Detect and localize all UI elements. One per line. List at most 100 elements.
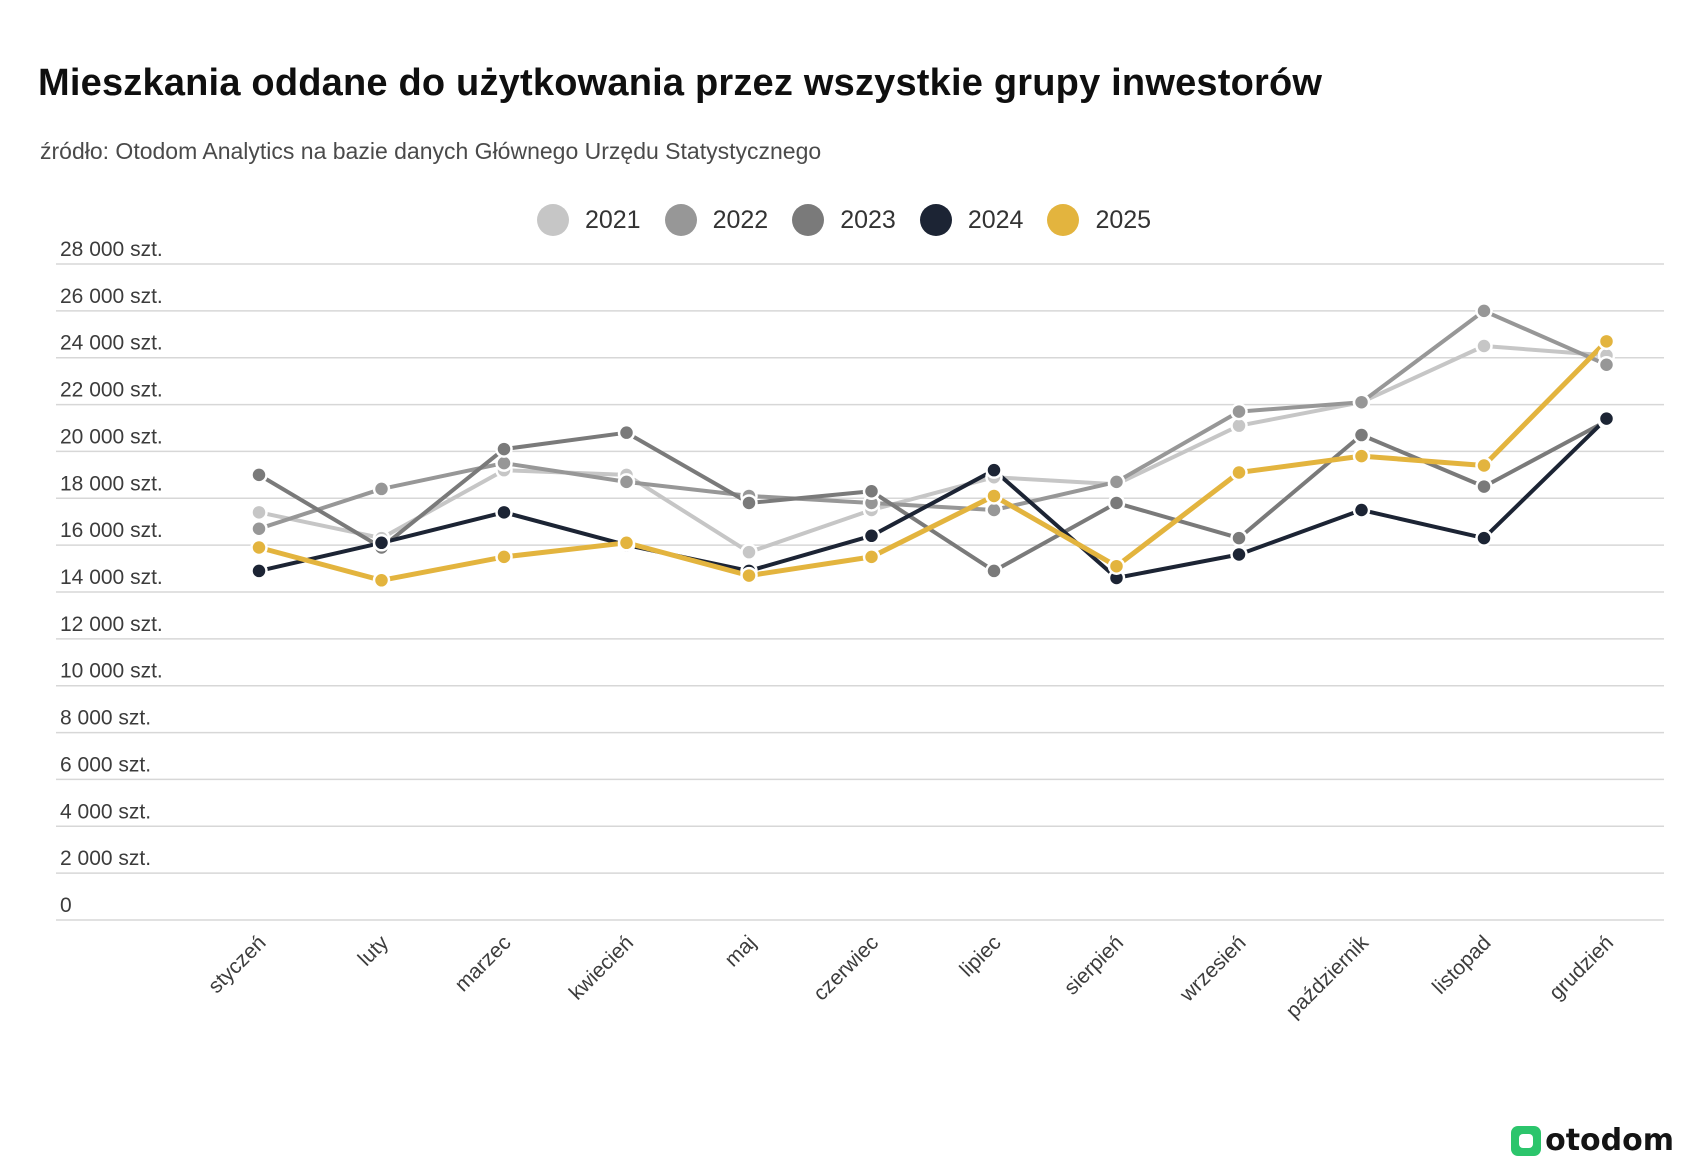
data-point-2025: [617, 534, 636, 552]
data-point-2025: [250, 538, 268, 557]
data-point-2022: [372, 480, 391, 498]
x-tick-label: marzec: [451, 931, 516, 996]
legend-swatch: [919, 204, 952, 236]
y-tick-label: 2 000 szt.: [60, 847, 151, 870]
data-point-2023: [1107, 494, 1126, 512]
series-line-2025: [256, 338, 1609, 583]
x-tick-label: wrzesień: [1175, 931, 1251, 1007]
gridlines: [56, 263, 1664, 921]
data-point-2021: [740, 543, 758, 561]
data-point-2021: [1230, 416, 1248, 435]
x-tick-label: maj: [720, 931, 760, 971]
data-point-2023: [740, 494, 758, 512]
data-point-2022: [1230, 402, 1248, 421]
x-tick-label: listopad: [1428, 931, 1495, 998]
data-point-2024: [250, 562, 268, 580]
legend-swatch: [536, 204, 569, 236]
logo-text: otodom: [1545, 1123, 1674, 1158]
legend-swatch: [1047, 204, 1080, 236]
y-tick-label: 0: [60, 894, 72, 917]
x-axis-ticks: styczeń luty marzec kwiecień maj czerwiec lipi…: [204, 931, 1618, 1023]
data-point-2023: [1475, 477, 1493, 496]
data-point-2022: [1597, 355, 1616, 374]
x-tick-label: kwiecień: [565, 931, 638, 1004]
data-point-2023: [985, 562, 1003, 580]
legend-label: 2024: [967, 205, 1024, 234]
y-tick-label: 14 000 szt.: [60, 566, 163, 589]
y-tick-label: 24 000 szt.: [60, 332, 163, 355]
x-tick-label: czerwiec: [809, 931, 883, 1005]
x-tick-label: luty: [354, 931, 394, 971]
data-point-2025: [740, 566, 758, 585]
series-lines: [256, 308, 1609, 583]
series-line-2024: [257, 416, 1609, 580]
legend-swatch: [664, 204, 697, 236]
data-point-2024: [372, 534, 391, 552]
data-point-2025: [372, 571, 391, 590]
otodom-logo-icon: [1511, 1125, 1542, 1156]
x-tick-label: styczeń: [204, 931, 271, 998]
x-tick-label: lipiec: [955, 931, 1005, 981]
legend-label: 2022: [712, 205, 769, 234]
x-tick-label: grudzień: [1545, 931, 1618, 1004]
data-point-2024: [1597, 409, 1616, 428]
legend-item-2023: 2023: [792, 204, 904, 236]
legend-item-2024: 2024: [919, 204, 1032, 236]
data-point-2023: [1230, 529, 1248, 547]
y-tick-label: 18 000 szt.: [60, 472, 163, 495]
data-point-2025: [495, 548, 513, 566]
data-point-2025: [1107, 557, 1126, 575]
data-point-2022: [985, 501, 1003, 519]
y-tick-label: 12 000 szt.: [60, 613, 163, 636]
data-point-2024: [495, 503, 513, 522]
y-tick-label: 26 000 szt.: [60, 285, 163, 308]
data-point-2021: [250, 503, 268, 522]
y-axis-ticks: 0 2 000 szt. 4 000 szt. 6 000 szt. 8 000 szt…: [60, 238, 163, 917]
data-point-2023: [495, 440, 513, 458]
chart-legend: 2021 2022 2023 2024 2025: [0, 198, 1696, 242]
legend-swatch: [792, 204, 825, 236]
y-tick-label: 20 000 szt.: [60, 425, 163, 448]
legend-label: 2021: [584, 205, 641, 234]
data-point-2025: [862, 548, 881, 566]
y-tick-label: 4 000 szt.: [60, 800, 151, 823]
data-point-2023: [250, 466, 268, 484]
series-points: [250, 302, 1616, 590]
x-tick-label: październik: [1282, 931, 1374, 1023]
legend-label: 2023: [840, 205, 896, 234]
data-point-2022: [1107, 473, 1126, 491]
data-point-2024: [1230, 545, 1248, 564]
y-tick-label: 28 000 szt.: [60, 238, 163, 261]
data-point-2025: [1475, 456, 1493, 475]
data-point-2022: [250, 519, 268, 538]
legend-item-2021: 2021: [536, 204, 649, 236]
chart-subtitle: źródło: Otodom Analytics na bazie danych…: [40, 138, 822, 164]
data-point-2024: [985, 461, 1003, 479]
chart-title: Mieszkania oddane do użytkowania przez w…: [38, 62, 1323, 104]
otodom-logo: otodom: [1511, 1123, 1674, 1158]
y-tick-label: 8 000 szt.: [60, 707, 151, 730]
y-tick-label: 22 000 szt.: [60, 379, 163, 402]
y-tick-label: 6 000 szt.: [60, 753, 151, 776]
series-line-2021: [257, 344, 1609, 555]
data-point-2025: [1597, 332, 1616, 351]
data-point-2023: [862, 482, 881, 501]
x-tick-label: sierpień: [1060, 931, 1128, 999]
data-point-2022: [1352, 393, 1371, 411]
data-point-2023: [617, 423, 636, 442]
series-line-2023: [257, 419, 1609, 573]
data-point-2024: [1352, 501, 1371, 519]
data-point-2021: [1475, 337, 1493, 355]
legend-label: 2025: [1095, 205, 1152, 234]
data-point-2025: [1230, 463, 1248, 482]
data-point-2022: [617, 473, 636, 491]
legend-item-2022: 2022: [664, 204, 777, 236]
data-point-2025: [1352, 447, 1371, 465]
data-point-2024: [1475, 529, 1493, 547]
data-point-2024: [862, 527, 881, 545]
legend-item-2025: 2025: [1047, 204, 1159, 236]
y-tick-label: 16 000 szt.: [60, 519, 163, 542]
data-point-2025: [985, 487, 1003, 505]
data-point-2023: [1352, 426, 1371, 444]
